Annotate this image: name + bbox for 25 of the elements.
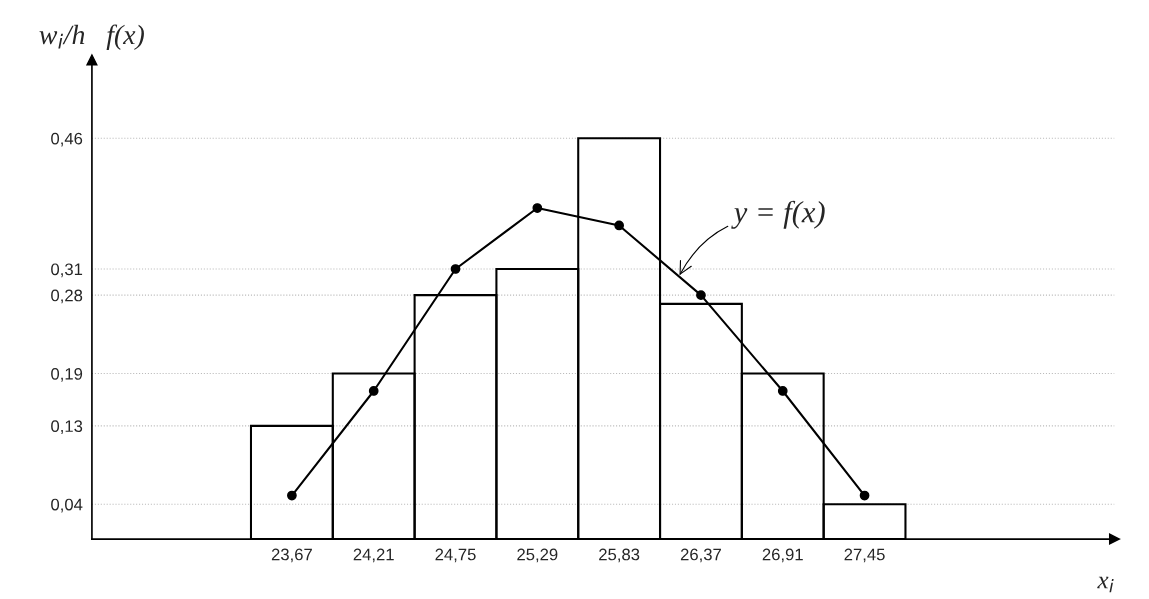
x-tick-label: 25,83: [599, 548, 640, 563]
point: [614, 220, 624, 231]
x-tick-label: 23,67: [271, 548, 312, 563]
point: [368, 386, 379, 396]
annotation: y = f(x): [731, 200, 825, 229]
point: [532, 203, 543, 213]
point: [696, 290, 706, 301]
point: [859, 490, 870, 501]
x-tick-label: 27,45: [844, 548, 885, 563]
x-tick-label: 26,91: [762, 548, 803, 563]
y-tick-label: 0,13: [51, 420, 83, 435]
x-tick-label: 26,37: [680, 548, 721, 563]
x-axis-title: x$_{i}$: [1097, 576, 1114, 593]
y-tick-label: 0,28: [51, 289, 83, 304]
y-tick-label: 0,46: [51, 132, 83, 147]
y-axis-title: w$_{i}$/h f(x): [39, 24, 144, 50]
y-tick-label: 0,31: [51, 263, 83, 278]
x-tick-label: 25,29: [517, 548, 558, 563]
point: [777, 386, 788, 396]
y-tick-label: 0,19: [51, 367, 83, 382]
point: [450, 264, 461, 274]
y-tick-label: 0,04: [51, 498, 83, 513]
x-tick-label: 24,75: [435, 548, 476, 563]
x-tick-label: 24,21: [353, 548, 394, 563]
point: [287, 490, 297, 501]
